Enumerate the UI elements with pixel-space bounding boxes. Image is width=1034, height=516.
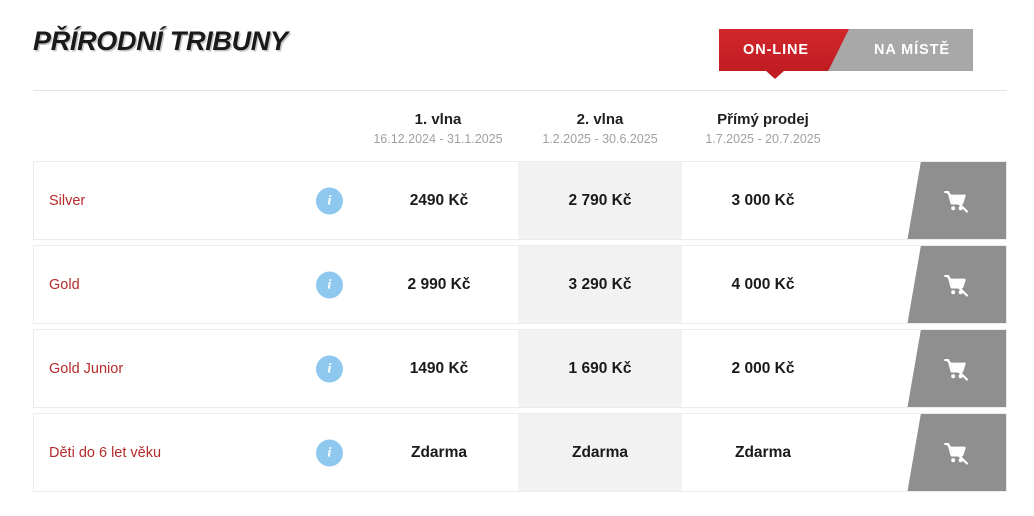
cart-disabled-icon [944,190,970,214]
column-header-wave-1-range: 16.12.2024 - 31.1.2025 [373,132,503,146]
tab-na-miste-label: NA MÍSTĚ [874,42,950,58]
ticket-category-label: Gold Junior [49,360,124,377]
price-table-header: 1. vlna 16.12.2024 - 31.1.2025 2. vlna 1… [33,91,1007,161]
page-title: PŘÍRODNÍ TRIBUNY [33,26,288,56]
wave-2-column-highlight [518,330,682,407]
table-row: Gold Junior i 1490 Kč 1 690 Kč 2 000 Kč [33,329,1007,408]
tab-on-line[interactable]: ON-LINE [719,29,849,71]
wave-2-column-highlight [518,414,682,491]
column-header-wave-1-title: 1. vlna [414,111,462,128]
price-direct-sale: 3 000 Kč [731,191,795,209]
price-wave-1: 2 990 Kč [407,275,471,293]
tab-na-miste[interactable]: NA MÍSTĚ [829,29,973,71]
add-to-cart-button[interactable] [907,246,1006,323]
ticket-category-label: Děti do 6 let věku [49,444,162,461]
ticket-category-label: Silver [49,192,86,209]
column-header-wave-2-range: 1.2.2025 - 30.6.2025 [542,132,658,146]
info-icon[interactable]: i [316,355,343,382]
price-table: 1. vlna 16.12.2024 - 31.1.2025 2. vlna 1… [33,91,1007,497]
column-header-wave-1: 1. vlna 16.12.2024 - 31.1.2025 [338,110,538,147]
wave-2-column-highlight [518,162,682,239]
price-direct-sale: 2 000 Kč [731,359,795,377]
price-wave-1: 1490 Kč [409,359,469,377]
add-to-cart-button[interactable] [907,330,1006,407]
add-to-cart-button[interactable] [907,162,1006,239]
column-header-direct-sale: Přímý prodej 1.7.2025 - 20.7.2025 [663,110,863,147]
column-header-direct-sale-range: 1.7.2025 - 20.7.2025 [705,132,821,146]
cart-disabled-icon [944,442,970,466]
cart-disabled-icon [944,358,970,382]
column-header-direct-sale-title: Přímý prodej [717,111,809,128]
header-divider [33,90,1007,91]
add-to-cart-button[interactable] [907,414,1006,491]
price-wave-1: Zdarma [411,443,467,461]
column-header-wave-2: 2. vlna 1.2.2025 - 30.6.2025 [500,110,700,147]
table-row: Silver i 2490 Kč 2 790 Kč 3 000 Kč [33,161,1007,240]
cart-disabled-icon [944,274,970,298]
price-wave-2: 2 790 Kč [568,191,632,209]
wave-2-column-highlight [518,246,682,323]
active-tab-pointer-icon [765,70,785,79]
ticket-category-label: Gold [49,276,80,293]
price-wave-2: Zdarma [572,443,628,461]
column-header-wave-2-title: 2. vlna [576,111,624,128]
price-wave-2: 3 290 Kč [568,275,632,293]
page-header: PŘÍRODNÍ TRIBUNY NA MÍSTĚ ON-LINE [0,0,1034,90]
info-icon[interactable]: i [316,439,343,466]
info-icon[interactable]: i [316,271,343,298]
price-wave-2: 1 690 Kč [568,359,632,377]
price-direct-sale: Zdarma [735,443,791,461]
price-wave-1: 2490 Kč [409,191,469,209]
price-direct-sale: 4 000 Kč [731,275,795,293]
table-row: Děti do 6 let věku i Zdarma Zdarma Zdarm… [33,413,1007,492]
sales-channel-toggle: NA MÍSTĚ ON-LINE [719,29,973,79]
info-icon[interactable]: i [316,187,343,214]
table-row: Gold i 2 990 Kč 3 290 Kč 4 000 Kč [33,245,1007,324]
tab-on-line-label: ON-LINE [743,42,809,58]
